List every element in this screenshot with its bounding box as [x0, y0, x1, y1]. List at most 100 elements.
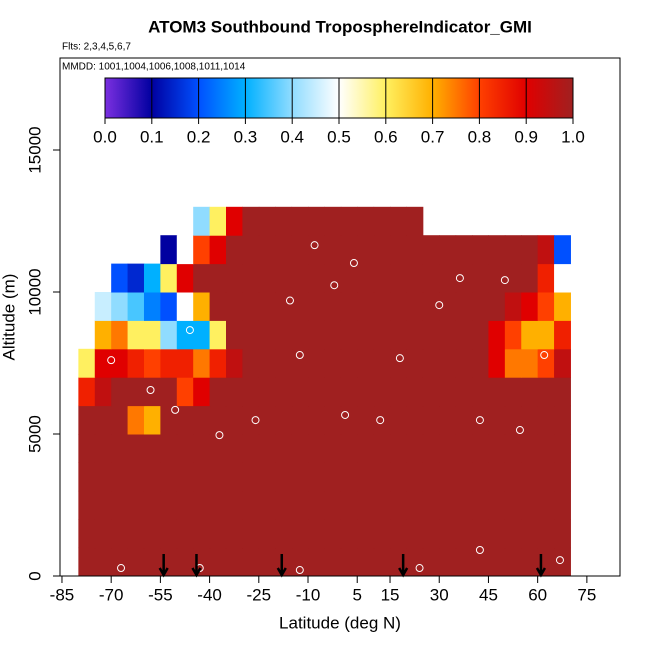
- heatmap-cell: [111, 519, 129, 549]
- heatmap-cell: [373, 405, 391, 435]
- heatmap-cell: [488, 292, 506, 321]
- heatmap-cell: [176, 235, 194, 265]
- heatmap-cell: [504, 235, 522, 265]
- heatmap-cell: [504, 320, 522, 350]
- heatmap-cell: [94, 547, 112, 577]
- heatmap-cell: [455, 519, 473, 549]
- heatmap-cell: [554, 519, 571, 549]
- heatmap-cell: [340, 377, 358, 407]
- heatmap-cell: [193, 348, 211, 378]
- heatmap-cell: [554, 405, 571, 435]
- heatmap-cell: [143, 377, 161, 407]
- heatmap-cell: [225, 263, 243, 293]
- heatmap-cell: [111, 320, 129, 350]
- heatmap-cell: [258, 235, 276, 265]
- heatmap-cell: [373, 377, 391, 407]
- heatmap-cell: [422, 320, 440, 350]
- heatmap-cell: [455, 462, 473, 492]
- heatmap-cell: [242, 206, 260, 236]
- heatmap-cell: [127, 462, 145, 492]
- observation-point: [80, 336, 89, 345]
- observation-point: [349, 259, 358, 268]
- heatmap-cell: [488, 434, 506, 463]
- heatmap-cell: [193, 263, 211, 293]
- heatmap-cell: [406, 263, 424, 293]
- heatmap-cell: [308, 405, 325, 435]
- heatmap-cells: [78, 206, 571, 577]
- flight-marker-arrow: [276, 554, 287, 578]
- heatmap-cell: [209, 235, 227, 265]
- heatmap-cell: [521, 377, 539, 407]
- heatmap-cell: [554, 320, 571, 350]
- heatmap-cell: [340, 348, 358, 378]
- heatmap-cell: [390, 405, 407, 435]
- heatmap-cell: [472, 434, 489, 463]
- heatmap-cell: [439, 490, 457, 520]
- heatmap-cell: [504, 434, 522, 463]
- observation-point: [310, 241, 319, 250]
- heatmap-cell: [373, 348, 391, 378]
- heatmap-cell: [242, 377, 260, 407]
- heatmap-cell: [127, 519, 145, 549]
- observation-point: [475, 546, 484, 555]
- heatmap-cell: [94, 462, 112, 492]
- flight-marker-arrow: [191, 554, 202, 578]
- heatmap-cell: [160, 434, 178, 463]
- heatmap-cell: [111, 405, 129, 435]
- heatmap-cell: [406, 547, 424, 577]
- heatmap-cell: [275, 405, 293, 435]
- heatmap-cell: [78, 434, 96, 463]
- heatmap-cell: [127, 263, 145, 293]
- heatmap-cell: [209, 263, 227, 293]
- heatmap-cell: [275, 434, 293, 463]
- heatmap-cell: [340, 320, 358, 350]
- heatmap-cell: [455, 405, 473, 435]
- heatmap-cell: [504, 519, 522, 549]
- colorbar-tick-label: 0.5: [327, 127, 351, 146]
- heatmap-cell: [504, 490, 522, 520]
- observation-point: [117, 564, 126, 573]
- heatmap-cell: [78, 377, 96, 407]
- heatmap-cell: [111, 377, 129, 407]
- heatmap-cell: [258, 434, 276, 463]
- colorbar-tick-label: 0.1: [140, 127, 164, 146]
- heatmap-cell: [373, 320, 391, 350]
- observation-point: [107, 356, 116, 365]
- heatmap-cell: [357, 235, 375, 265]
- heatmap-cell: [242, 320, 260, 350]
- heatmap-cell: [275, 206, 293, 236]
- heatmap-cell: [422, 519, 440, 549]
- heatmap-cell: [127, 377, 145, 407]
- heatmap-cell: [78, 519, 96, 549]
- heatmap-cell: [78, 490, 96, 520]
- x-tick-label: 75: [577, 585, 596, 604]
- heatmap-cell: [143, 263, 161, 293]
- heatmap-cell: [324, 206, 342, 236]
- heatmap-cell: [521, 547, 539, 577]
- subtitle: Flts: 2,3,4,5,6,7: [62, 42, 131, 53]
- observation-point: [251, 416, 260, 425]
- heatmap-cell: [472, 519, 489, 549]
- heatmap-cell: [439, 263, 457, 293]
- heatmap-cell: [176, 320, 194, 350]
- heatmap-cell: [504, 292, 522, 321]
- heatmap-cell: [472, 292, 489, 321]
- heatmap-cell: [291, 377, 309, 407]
- heatmap-cell: [488, 263, 506, 293]
- heatmap-cell: [390, 490, 407, 520]
- heatmap-cell: [291, 235, 309, 265]
- heatmap-cell: [111, 348, 129, 378]
- heatmap-cell: [422, 348, 440, 378]
- heatmap-cell: [357, 320, 375, 350]
- heatmap-cell: [521, 320, 539, 350]
- heatmap-cell: [111, 462, 129, 492]
- heatmap-cell: [143, 320, 161, 350]
- heatmap-cell: [160, 519, 178, 549]
- heatmap-cell: [111, 434, 129, 463]
- heatmap-cell: [472, 235, 489, 265]
- heatmap-cell: [472, 263, 489, 293]
- heatmap-cell: [472, 547, 489, 577]
- heatmap-cell: [160, 320, 178, 350]
- heatmap-cell: [324, 462, 342, 492]
- heatmap-cell: [209, 462, 227, 492]
